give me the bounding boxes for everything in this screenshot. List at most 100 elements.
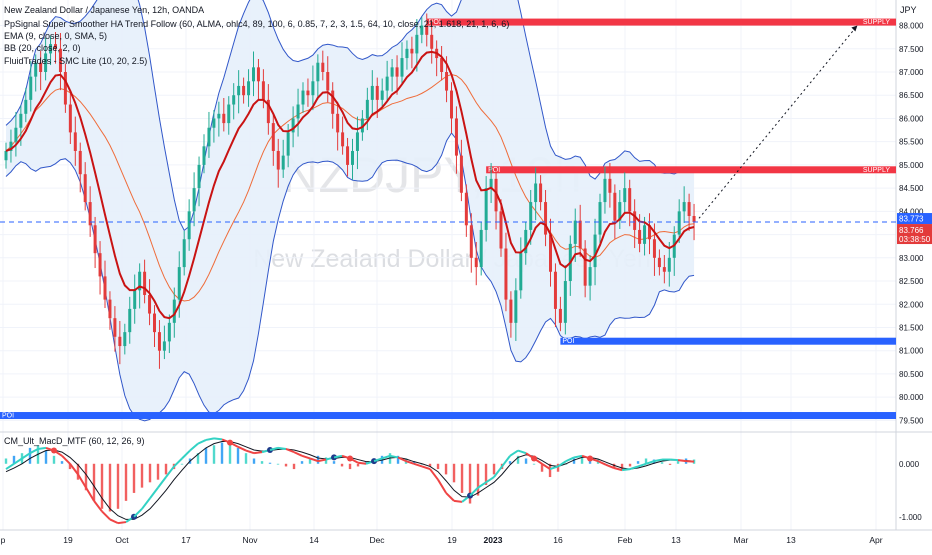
candle-body [504,248,508,300]
candle-body [623,188,627,203]
macd-histogram-bar [156,463,160,480]
macd-line-segment [573,454,583,459]
macd-line-segment [277,446,287,450]
price-axis-tick: 81.000 [899,347,924,356]
date-axis-tick: 16 [553,535,563,545]
candle-body [400,58,404,77]
current-price-tag [897,224,932,245]
macd-axis-tick: 0.000 [899,460,920,469]
candle-body [494,178,498,212]
macd-histogram-bar [516,455,520,464]
candle-body [375,85,379,100]
candle-body [346,146,350,165]
candle-body [588,267,592,286]
candle-body [247,81,251,96]
candle-body [440,58,444,72]
candle-body [524,229,528,254]
macd-histogram-bar [212,445,216,464]
candle-body [499,211,503,249]
candle-body [360,118,364,133]
macd-histogram-bar [612,463,616,469]
macd-histogram-bar [508,461,512,464]
candle-body [479,229,483,268]
bollinger-band-fill [6,0,695,421]
macd-histogram-bar [676,461,680,464]
macd-line-segment [485,476,495,484]
bollinger-lower-line [5,132,695,422]
macd-line-segment [285,448,295,454]
macd-line-segment [605,463,615,469]
candle-body [73,132,77,151]
macd-line-segment [621,468,631,472]
candle-body [271,123,275,151]
macd-line-segment [397,456,407,463]
candle-body [153,313,156,333]
macd-histogram-bar [252,458,256,464]
supply-zone-label: SUPPLY [863,167,890,174]
macd-line-segment [269,446,279,451]
candle-body [677,211,681,235]
candle-body [83,174,87,203]
date-axis-tick: Feb [618,535,633,545]
candle-body [593,234,597,268]
macd-line-segment [253,451,263,455]
candle-body [276,150,280,170]
macd-histogram-bar [340,463,344,467]
poi-zone-label: POI [488,167,500,174]
candle-body [633,211,637,230]
poi-zone-label: POI [2,413,14,420]
candle-body [365,99,369,119]
macd-histogram-bar [300,461,304,464]
candle-body [261,81,265,100]
macd-histogram-bar [124,463,128,501]
candle-body [14,127,18,142]
macd-histogram-bar [444,463,448,475]
candle-body [68,104,72,133]
candle-body [390,67,394,77]
candle-body [355,132,359,151]
macd-line-segment [597,460,607,466]
candle-body [430,34,434,49]
candle-body [232,95,236,105]
macd-histogram-bar [460,463,464,493]
macd-line-segment [237,445,247,452]
macd-histogram-bar [308,458,312,464]
candle-body [187,211,191,240]
currency-label: JPY [900,5,917,15]
candle-body [296,104,300,119]
macd-histogram-bar [244,453,248,464]
candle-body [608,178,612,193]
ema-line [5,50,695,320]
macd-line-segment [21,452,31,460]
macd-line-segment [381,454,391,460]
macd-line-segment [589,457,599,463]
macd-histogram-bar [668,463,672,465]
macd-line-segment [413,462,423,468]
candle-body [252,67,255,82]
candle-body [662,267,666,272]
candle-body [534,183,538,203]
macd-line-segment [141,497,151,510]
macd-line-segment [301,454,311,460]
macd-line-segment [645,460,655,465]
macd-line-segment [157,476,167,489]
current-price-label: 83.766 [899,226,924,235]
date-axis-tick: 19 [63,535,73,545]
date-axis-tick: 19 [447,535,457,545]
candle-body [474,257,478,268]
candle-body [643,225,647,244]
macd-histogram-bar [140,463,144,488]
candle-body [489,178,493,189]
macd-line-segment [189,442,199,452]
macd-histogram-bar [468,463,472,504]
macd-line-segment [29,448,39,455]
price-axis-tick: 80.500 [899,370,924,379]
macd-histogram-bar [556,463,560,472]
macd-histogram-bar [276,463,280,465]
macd-histogram-bar [148,463,152,483]
macd-histogram-bar [524,458,528,464]
candle-body [638,229,642,244]
macd-line-segment [109,518,119,525]
macd-histogram-bar [12,455,16,464]
